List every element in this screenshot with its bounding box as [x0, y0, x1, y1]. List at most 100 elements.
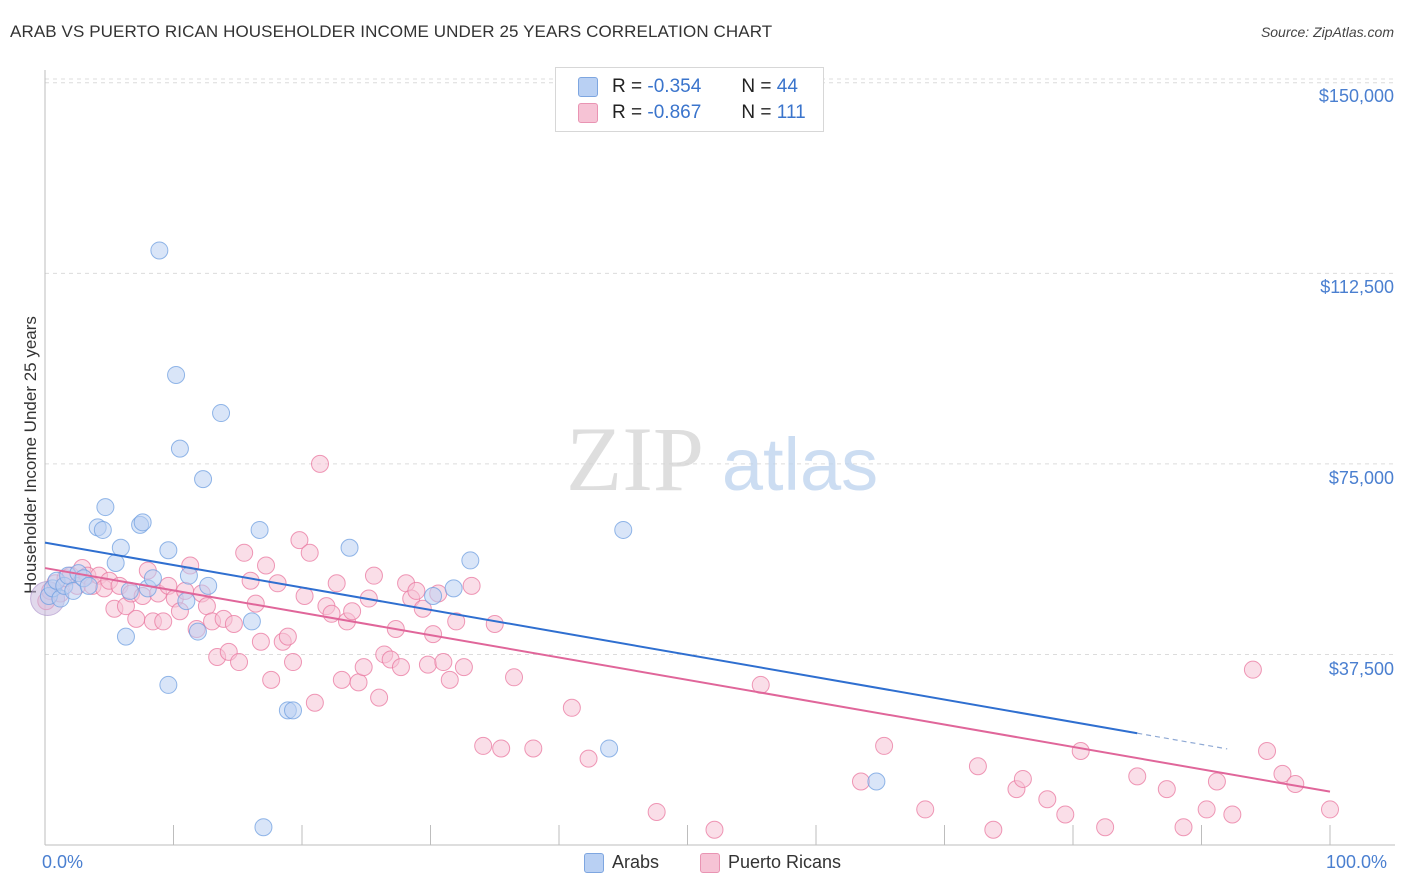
- arab-point: [150, 241, 169, 260]
- puerto-rican-point: [1157, 780, 1176, 799]
- trend-line-arabs-extension: [1137, 732, 1228, 750]
- puerto-rican-point: [251, 632, 270, 651]
- x-tick-label-max: 100.0%: [1326, 852, 1388, 872]
- bottom-legend-arabs: Arabs: [584, 852, 659, 873]
- puerto-rican-point: [1258, 741, 1277, 760]
- arab-point: [194, 470, 213, 489]
- puerto-rican-point: [1174, 818, 1193, 837]
- axes: [44, 70, 1395, 846]
- puerto-rican-point: [343, 602, 362, 621]
- puerto-rican-point: [391, 658, 410, 677]
- puerto-rican-point: [705, 820, 724, 839]
- arab-point: [96, 498, 115, 517]
- arab-point: [167, 365, 186, 384]
- arabs-swatch: [578, 77, 598, 97]
- puerto-rican-point: [154, 612, 173, 631]
- legend-n-label: N =: [741, 102, 772, 123]
- puerto-rican-point: [364, 566, 383, 585]
- puerto-rican-point: [284, 653, 303, 672]
- arab-point: [143, 569, 162, 588]
- puerto-rican-point: [230, 653, 249, 672]
- puerto-rican-point: [295, 587, 314, 605]
- trend-line-puerto-ricans: [44, 567, 1331, 793]
- arab-point: [250, 520, 269, 539]
- puerto-rican-point: [407, 581, 426, 600]
- puerto-rican-point: [370, 688, 389, 707]
- puerto-rican-point: [474, 736, 493, 755]
- puerto-rican-point: [1243, 660, 1262, 679]
- source-label: Source: ZipAtlas.com: [1260, 24, 1394, 40]
- puerto-rican-point: [562, 698, 581, 717]
- puerto-rican-point: [434, 653, 453, 672]
- trend-line-arabs: [44, 541, 1138, 735]
- puerto-rican-point: [916, 800, 935, 819]
- watermark-zip: ZIP: [566, 408, 704, 510]
- puerto-rican-point: [1128, 767, 1147, 786]
- puerto-rican-point: [492, 739, 511, 758]
- puerto-ricans-points: [30, 454, 1339, 839]
- puerto-rican-point: [235, 543, 254, 562]
- grid-lines: [45, 78, 1395, 655]
- puerto-rican-point: [332, 670, 351, 689]
- puerto-rican-point: [197, 597, 216, 616]
- arab-point: [116, 627, 135, 646]
- arab-point: [614, 520, 633, 539]
- arab-point: [867, 772, 886, 791]
- puerto-rican-point: [485, 614, 504, 633]
- correlation-legend: R = -0.354 N = 44 R = -0.867 N = 111: [555, 67, 824, 132]
- puerto-rican-point: [349, 673, 368, 692]
- puerto-ricans-legend-label: Puerto Ricans: [728, 852, 842, 872]
- arab-point: [120, 581, 139, 600]
- arab-point: [212, 404, 231, 423]
- puerto-rican-point: [290, 531, 309, 550]
- arab-point: [199, 576, 218, 595]
- puerto-rican-point: [1096, 818, 1115, 837]
- puerto-rican-point: [327, 574, 346, 593]
- puerto-rican-point: [440, 670, 459, 689]
- puerto-rican-point: [505, 668, 524, 687]
- legend-n-value-puerto-ricans: 111: [776, 102, 806, 123]
- puerto-rican-point: [1223, 805, 1242, 824]
- arab-point: [254, 818, 273, 837]
- puerto-rican-point: [418, 655, 437, 674]
- arab-point: [159, 675, 178, 694]
- arabs-legend-swatch: [584, 852, 604, 873]
- x-tick-label-min: 0.0%: [42, 852, 84, 872]
- legend-n-label: N =: [741, 76, 772, 97]
- legend-n-value-arabs: 44: [776, 76, 798, 97]
- puerto-rican-point: [354, 658, 373, 677]
- puerto-rican-point: [984, 820, 1003, 839]
- puerto-rican-point: [1321, 800, 1339, 819]
- puerto-rican-point: [579, 749, 598, 768]
- puerto-rican-point: [127, 609, 146, 628]
- y-tick-label-37500: $37,500: [1328, 659, 1394, 679]
- puerto-rican-point: [454, 658, 473, 677]
- arab-point: [159, 541, 178, 560]
- arabs-points: [39, 241, 886, 837]
- puerto-rican-point: [447, 612, 466, 631]
- arab-point: [444, 579, 463, 598]
- arab-point: [177, 592, 196, 611]
- bottom-legend-puerto-ricans: Puerto Ricans: [700, 852, 841, 873]
- watermark-atlas: atlas: [722, 423, 878, 506]
- legend-r-value-arabs: -0.354: [647, 76, 702, 97]
- puerto-rican-point: [310, 454, 329, 473]
- arab-point: [340, 538, 359, 557]
- arab-point: [242, 612, 261, 631]
- trend-lines: [44, 541, 1331, 793]
- puerto-rican-point: [968, 757, 987, 776]
- puerto-rican-point: [647, 802, 666, 821]
- puerto-rican-point: [462, 576, 481, 595]
- arab-point: [79, 576, 98, 595]
- y-tick-label-112500: $112,500: [1320, 277, 1394, 297]
- puerto-rican-point: [262, 670, 281, 689]
- y-tick-label-150000: $150,000: [1318, 86, 1394, 106]
- puerto-rican-point: [300, 543, 319, 562]
- arab-point: [111, 538, 130, 557]
- puerto-rican-point: [1207, 772, 1226, 791]
- puerto-rican-point: [224, 614, 243, 633]
- puerto-rican-point: [278, 627, 297, 646]
- legend-r-label: R =: [612, 76, 643, 97]
- arab-point: [461, 551, 480, 570]
- arab-point: [133, 513, 152, 532]
